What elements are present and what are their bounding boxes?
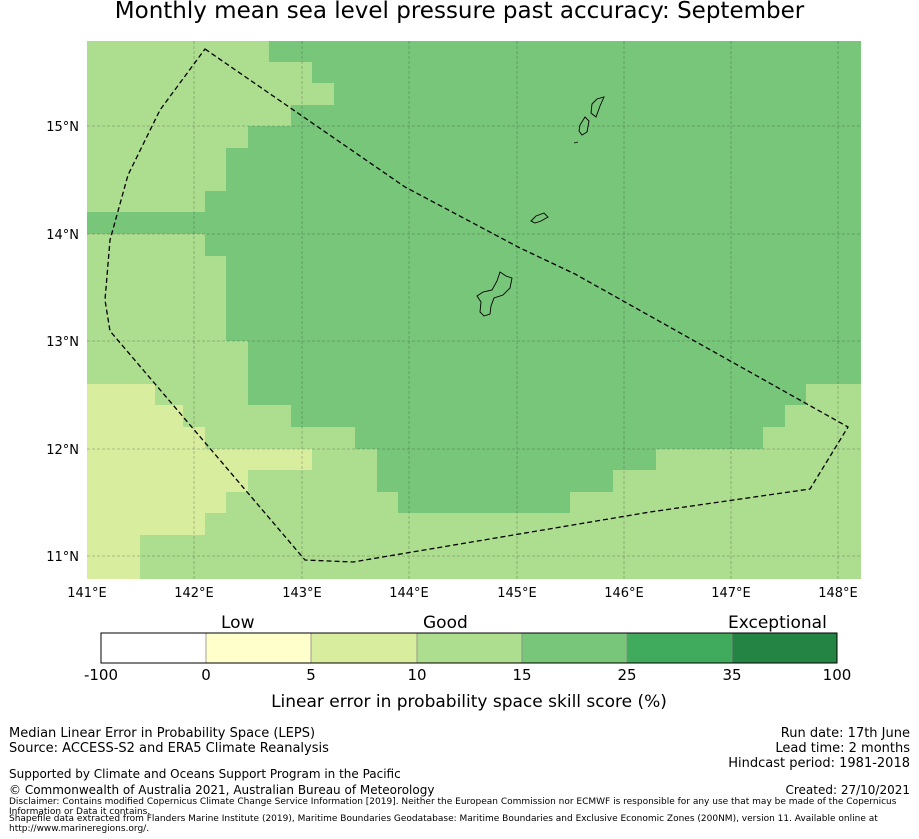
map-title: Monthly mean sea level pressure past acc… [114, 0, 805, 24]
skill-map: 141°E 142°E 143°E 144°E 145°E 146°E 147°… [46, 41, 861, 664]
colorbar [100, 632, 838, 664]
lon-label: 146°E [604, 586, 644, 601]
colorbar-tick: -100 [83, 666, 119, 684]
lon-label: 143°E [282, 586, 322, 601]
colorbar-tick: 15 [512, 666, 532, 684]
map-area [87, 41, 861, 579]
lat-label: 13°N [46, 335, 79, 350]
lon-label: 148°E [818, 586, 858, 601]
colorbar-tick: 100 [822, 666, 852, 684]
colorbar-tick: 25 [617, 666, 637, 684]
colorbar-tick: 5 [306, 666, 316, 684]
colorbar-tick: 35 [722, 666, 742, 684]
disclaimer: Disclaimer: Contains modified Copernicus… [9, 797, 897, 817]
run-date: Run date: 17th June [780, 726, 910, 741]
lon-axis: 141°E 142°E 143°E 144°E 145°E 146°E 147°… [67, 586, 858, 601]
skill-band-5-10 [87, 384, 312, 579]
colorbar-segment [101, 633, 206, 663]
colorbar-category-good: Good [423, 613, 468, 633]
gridlines [87, 41, 861, 579]
lat-axis: 15°N 14°N 13°N 12°N 11°N [46, 120, 79, 565]
colorbar-label: Linear error in probability space skill … [271, 692, 667, 712]
colorbar-tick: 10 [407, 666, 427, 684]
footer-leps: Median Linear Error in Probability Space… [9, 726, 316, 741]
lat-label: 14°N [46, 228, 79, 243]
footer-copyright: © Commonwealth of Australia 2021, Austra… [9, 783, 435, 797]
eez-boundary [104, 48, 849, 563]
island-tinian [578, 116, 590, 136]
lon-label: 144°E [389, 586, 429, 601]
footer-source: Source: ACCESS-S2 and ERA5 Climate Reana… [9, 741, 329, 756]
lon-label: 147°E [711, 586, 751, 601]
colorbar-segment [206, 633, 311, 663]
lat-label: 12°N [46, 443, 79, 458]
lon-label: 141°E [67, 586, 107, 601]
skill-band-15-25 [87, 41, 861, 513]
colorbar-category-exceptional: Exceptional [728, 613, 827, 633]
colorbar-segment [732, 633, 837, 663]
colorbar-segment [417, 633, 522, 663]
colorbar-segment [627, 633, 732, 663]
colorbar-segment [522, 633, 627, 663]
island-rota [530, 212, 549, 224]
island-aguijan [573, 141, 579, 144]
island-saipan [590, 96, 605, 118]
island-guam [476, 271, 513, 317]
colorbar-tick: 0 [201, 666, 211, 684]
lat-label: 15°N [46, 120, 79, 135]
shapefile-credit: Shapefile data extracted from Flanders M… [9, 814, 878, 834]
lead-time: Lead time: 2 months [775, 741, 910, 756]
islands [476, 96, 605, 317]
colorbar-segment [311, 633, 417, 663]
footer-support: Supported by Climate and Oceans Support … [9, 767, 401, 781]
lon-label: 145°E [497, 586, 537, 601]
hindcast-period: Hindcast period: 1981-2018 [728, 756, 910, 771]
lat-label: 11°N [46, 550, 79, 565]
lon-label: 142°E [174, 586, 214, 601]
created-date: Created: 27/10/2021 [785, 783, 910, 797]
colorbar-category-low: Low [221, 613, 255, 633]
